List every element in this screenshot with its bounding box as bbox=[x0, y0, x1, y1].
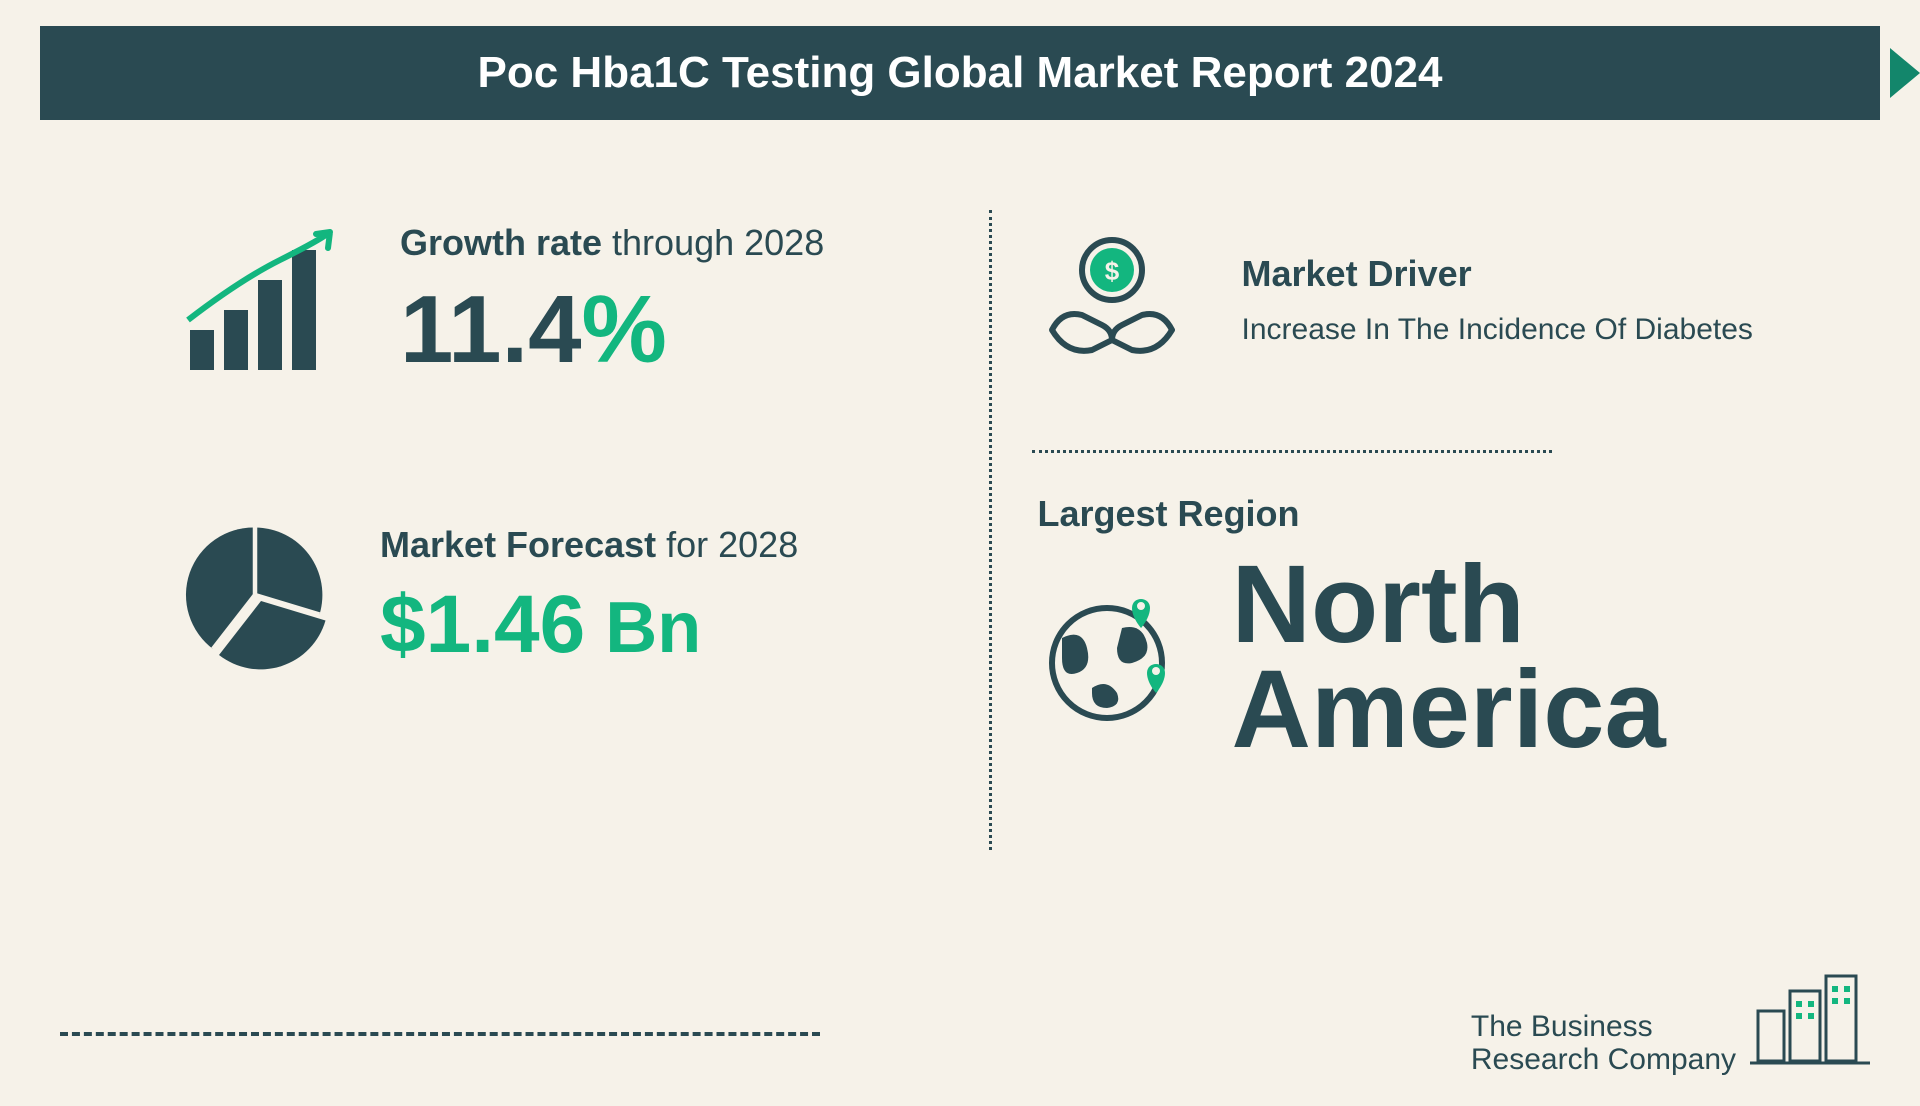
growth-label-rest: through 2028 bbox=[602, 222, 824, 263]
growth-value-number: 11.4 bbox=[400, 276, 582, 383]
growth-block: Growth rate through 2028 11.4% bbox=[180, 220, 949, 380]
company-logo: The Business Research Company bbox=[1471, 961, 1870, 1076]
region-value-line2: America bbox=[1232, 648, 1666, 771]
logo-line2: Research Company bbox=[1471, 1043, 1736, 1076]
region-value: North America bbox=[1232, 553, 1666, 762]
growth-value-percent: % bbox=[582, 276, 667, 383]
right-column: $ Market Driver Increase In The Incidenc… bbox=[1032, 180, 1801, 850]
buildings-icon bbox=[1750, 961, 1870, 1076]
growth-value: 11.4% bbox=[400, 282, 824, 378]
pie-chart-icon bbox=[180, 520, 330, 670]
page-title: Poc Hba1C Testing Global Market Report 2… bbox=[478, 48, 1443, 97]
growth-text: Growth rate through 2028 11.4% bbox=[400, 222, 824, 378]
forecast-value-number: $1.46 bbox=[380, 579, 585, 670]
growth-chart-icon bbox=[180, 220, 350, 380]
forecast-value: $1.46 Bn bbox=[380, 584, 798, 666]
title-bar: Poc Hba1C Testing Global Market Report 2… bbox=[40, 26, 1880, 120]
driver-block: $ Market Driver Increase In The Incidenc… bbox=[1032, 220, 1801, 380]
forecast-block: Market Forecast for 2028 $1.46 Bn bbox=[180, 520, 949, 670]
driver-text: Market Driver Increase In The Incidence … bbox=[1242, 253, 1753, 347]
globe-pins-icon bbox=[1032, 578, 1192, 738]
logo-line1: The Business bbox=[1471, 1010, 1736, 1043]
region-block: Largest Region North bbox=[1032, 493, 1801, 842]
region-label: Largest Region bbox=[1038, 493, 1801, 535]
growth-label-bold: Growth rate bbox=[400, 222, 602, 263]
logo-text: The Business Research Company bbox=[1471, 1010, 1736, 1076]
left-column: Growth rate through 2028 11.4% bbox=[180, 180, 949, 850]
forecast-value-unit: Bn bbox=[585, 588, 701, 668]
vertical-divider bbox=[989, 210, 992, 850]
svg-text:$: $ bbox=[1104, 256, 1119, 286]
driver-label: Market Driver bbox=[1242, 253, 1753, 295]
forecast-label: Market Forecast for 2028 bbox=[380, 524, 798, 566]
title-accent-shape bbox=[1890, 48, 1920, 98]
horizontal-dots-divider bbox=[1032, 450, 1552, 453]
forecast-label-bold: Market Forecast bbox=[380, 524, 656, 565]
region-row: North America bbox=[1032, 553, 1801, 762]
growth-label: Growth rate through 2028 bbox=[400, 222, 824, 264]
bottom-dashed-line bbox=[60, 1032, 820, 1036]
forecast-label-rest: for 2028 bbox=[656, 524, 798, 565]
content-grid: Growth rate through 2028 11.4% bbox=[0, 120, 1920, 850]
driver-description: Increase In The Incidence Of Diabetes bbox=[1242, 313, 1753, 347]
hands-coin-icon: $ bbox=[1032, 220, 1192, 380]
forecast-text: Market Forecast for 2028 $1.46 Bn bbox=[380, 524, 798, 666]
